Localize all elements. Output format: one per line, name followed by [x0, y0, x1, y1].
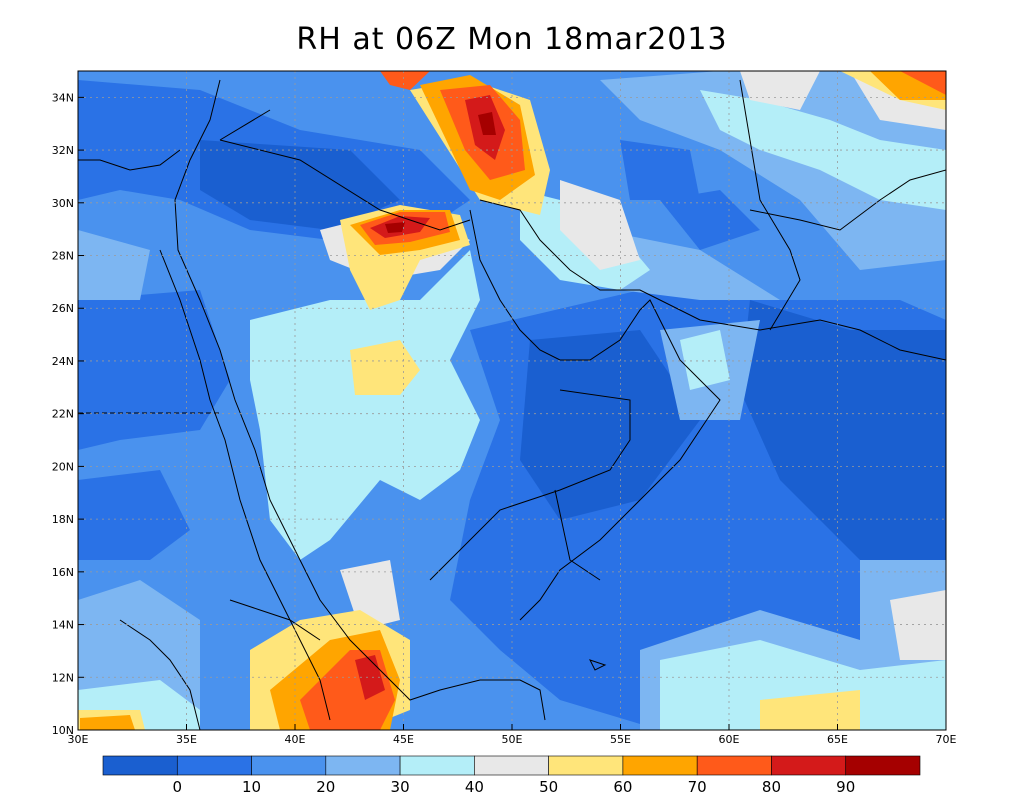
x-tick-label: 55E — [610, 733, 631, 746]
colorbar-label: 30 — [391, 778, 410, 796]
x-tick-label: 30E — [68, 733, 89, 746]
x-tick-label: 35E — [176, 733, 197, 746]
x-tick-label: 60E — [719, 733, 740, 746]
x-tick-label: 70E — [936, 733, 957, 746]
y-tick-label: 16N — [52, 566, 74, 579]
colorbar-swatch — [102, 755, 178, 776]
y-tick-label: 14N — [52, 619, 74, 632]
y-axis-ticks: 10N 12N 14N 16N 18N 20N 22N 24N 26N 28N 30N 32N 34N — [52, 91, 84, 737]
colorbar-swatch — [548, 755, 624, 776]
colorbar-swatch — [176, 755, 252, 776]
colorbar-swatch — [696, 755, 772, 776]
y-tick-label: 18N — [52, 513, 74, 526]
y-tick-label: 32N — [52, 144, 74, 157]
y-tick-label: 28N — [52, 250, 74, 263]
x-tick-label: 40E — [285, 733, 306, 746]
y-tick-label: 34N — [52, 91, 74, 104]
colorbar-label: 10 — [242, 778, 261, 796]
colorbar-label: 40 — [465, 778, 484, 796]
colorbar-swatch — [251, 755, 327, 776]
map-title: RH at 06Z Mon 18mar2013 — [296, 22, 728, 57]
y-tick-label: 22N — [52, 408, 74, 421]
gridlines — [78, 71, 946, 730]
y-tick-label: 24N — [52, 355, 74, 368]
colorbar-label: 0 — [172, 778, 182, 796]
colorbar-label: 60 — [613, 778, 632, 796]
colorbar-swatch — [474, 755, 549, 776]
colorbar-swatch — [845, 755, 921, 776]
colorbar-swatch — [399, 755, 475, 776]
y-tick-label: 30N — [52, 197, 74, 210]
coastlines — [78, 79, 946, 730]
colorbar-swatch — [771, 755, 847, 776]
x-axis-ticks: 30E 35E 40E 45E 50E 55E 60E 65E 70E — [68, 724, 957, 746]
y-tick-label: 10N — [52, 724, 74, 737]
y-tick-label: 12N — [52, 671, 74, 684]
colorbar-label: 80 — [762, 778, 781, 796]
colorbar-swatch — [325, 755, 401, 776]
y-tick-label: 20N — [52, 460, 74, 473]
x-tick-label: 50E — [502, 733, 523, 746]
colorbar: 0 10 20 30 40 50 60 70 80 90 — [102, 755, 921, 796]
colorbar-label: 50 — [539, 778, 558, 796]
y-tick-label: 26N — [52, 302, 74, 315]
x-tick-label: 65E — [827, 733, 848, 746]
colorbar-swatch — [622, 755, 698, 776]
colorbar-label: 70 — [688, 778, 707, 796]
rh-field — [78, 71, 946, 730]
x-tick-label: 45E — [393, 733, 414, 746]
colorbar-label: 90 — [836, 778, 855, 796]
colorbar-label: 20 — [316, 778, 335, 796]
